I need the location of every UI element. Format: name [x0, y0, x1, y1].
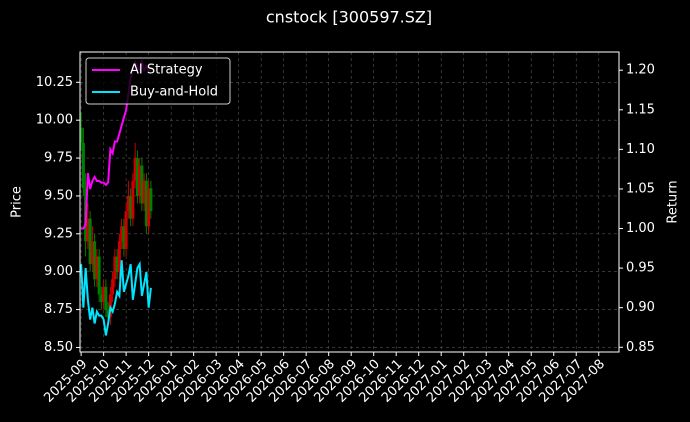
candle-body — [102, 286, 106, 302]
y2-axis-label: Return — [666, 180, 681, 223]
y-tick-label: 9.00 — [44, 264, 73, 279]
candle-body — [138, 165, 142, 196]
candle-body — [79, 127, 83, 143]
candle-body — [147, 188, 151, 227]
y2-tick-label: 1.05 — [626, 181, 655, 196]
y-tick-label: 10.25 — [36, 75, 73, 90]
chart-title: cnstock [300597.SZ] — [266, 8, 432, 27]
candle-body — [115, 256, 119, 272]
candle-body — [81, 142, 85, 189]
candle-body — [149, 188, 153, 212]
y-tick-label: 8.50 — [44, 340, 73, 355]
candle-body — [113, 256, 117, 280]
candle-body — [131, 180, 135, 219]
candle-body — [129, 195, 133, 219]
y-axis-label: Price — [10, 186, 25, 218]
candle-body — [99, 294, 103, 302]
candle-body — [111, 279, 115, 295]
y2-tick-label: 1.10 — [626, 142, 655, 157]
y-tick-label: 9.75 — [44, 151, 73, 166]
candle-body — [106, 309, 110, 318]
candle-body — [144, 180, 148, 227]
candle-body — [95, 256, 99, 280]
y-tick-label: 10.00 — [36, 113, 73, 128]
y-tick-label: 9.50 — [44, 188, 73, 203]
legend-box — [85, 57, 231, 105]
candle-body — [133, 158, 137, 181]
y2-tick-label: 0.95 — [626, 261, 655, 276]
candle-body — [122, 226, 126, 249]
y2-tick-label: 1.00 — [626, 221, 655, 236]
candle-body — [124, 211, 128, 249]
candle-body — [120, 226, 124, 242]
legend-label: Buy-and-Hold — [130, 85, 218, 100]
y2-tick-label: 0.85 — [626, 340, 655, 355]
candle-body — [117, 241, 121, 272]
candle-body — [142, 180, 146, 204]
y2-tick-label: 1.20 — [626, 63, 655, 78]
y-tick-label: 9.25 — [44, 226, 73, 241]
plot-frame — [79, 51, 620, 353]
candle-body — [88, 218, 92, 265]
y-tick-label: 8.75 — [44, 302, 73, 317]
candle-body — [97, 256, 101, 295]
y2-tick-label: 0.90 — [626, 300, 655, 315]
legend-label: AI Strategy — [130, 63, 203, 78]
y2-tick-label: 1.15 — [626, 102, 655, 117]
candle-body — [126, 195, 130, 212]
return-line — [80, 260, 152, 336]
candle-body — [135, 158, 139, 196]
candle-body — [93, 241, 97, 280]
candle-body — [104, 286, 108, 310]
candle-body — [90, 241, 94, 265]
candle-body — [140, 165, 144, 204]
candle-body — [86, 218, 90, 242]
